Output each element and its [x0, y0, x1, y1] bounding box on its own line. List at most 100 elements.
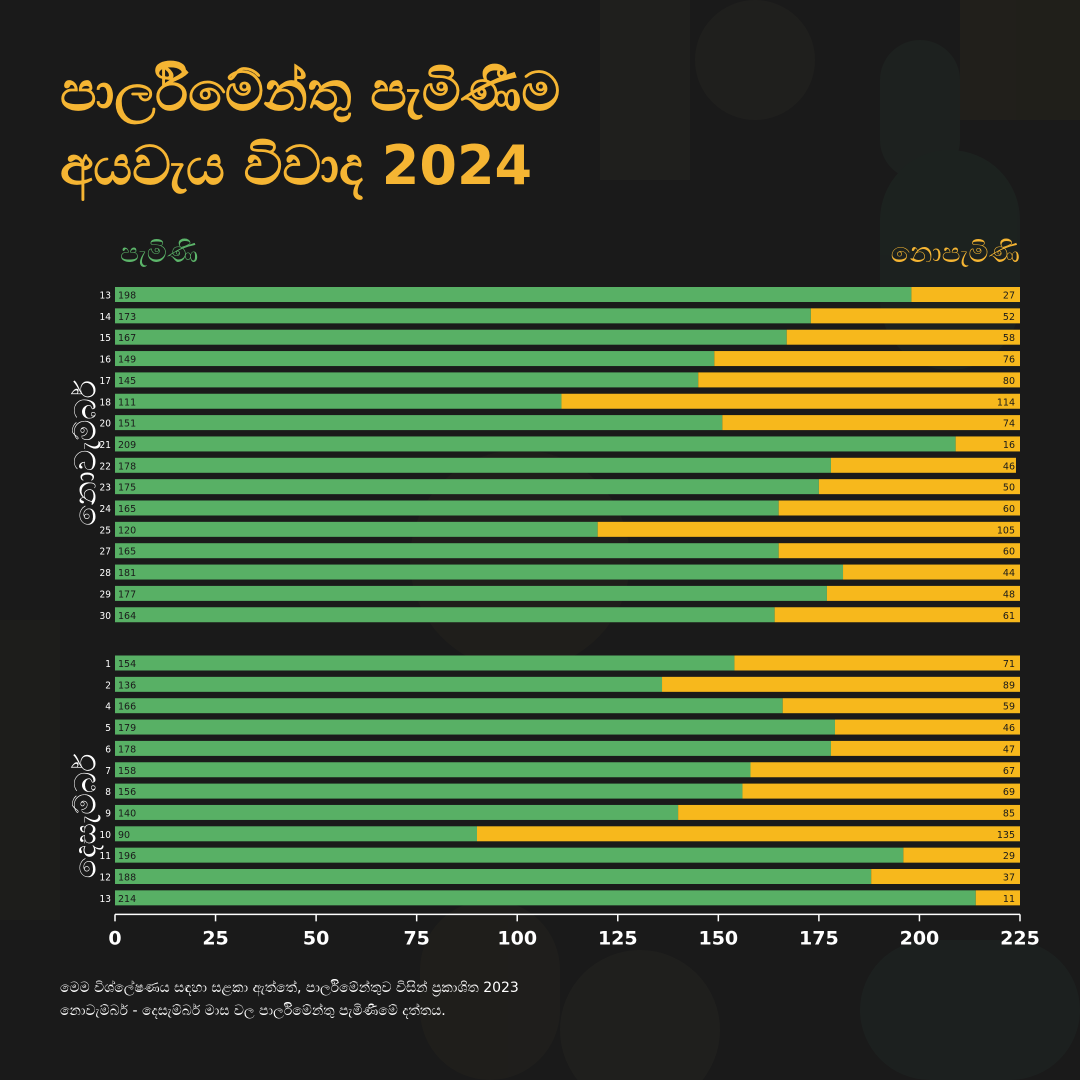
data-label-absent: 85 — [1003, 808, 1015, 819]
data-label-absent: 59 — [1003, 702, 1015, 713]
x-tick-label: 175 — [799, 927, 839, 949]
data-label-present: 178 — [118, 744, 136, 755]
data-label-present: 196 — [118, 851, 136, 862]
legend-present-label: පැමිණි — [120, 236, 199, 269]
day-label: 28 — [100, 568, 112, 579]
bar-present — [115, 869, 872, 884]
bar-absent — [778, 500, 1020, 516]
data-label-present: 173 — [118, 312, 136, 323]
bar-present — [115, 543, 779, 559]
data-label-present: 164 — [118, 611, 136, 622]
data-label-absent: 11 — [1003, 894, 1015, 905]
data-label-absent: 67 — [1003, 766, 1015, 777]
day-label: 14 — [100, 312, 112, 323]
bar-absent — [786, 329, 1020, 345]
data-label-absent: 80 — [1003, 376, 1015, 387]
bar-present — [115, 308, 811, 324]
data-label-absent: 46 — [1003, 723, 1015, 734]
day-label: 5 — [105, 723, 111, 734]
bar-present — [115, 351, 715, 367]
data-label-present: 209 — [118, 440, 136, 451]
bar-absent — [955, 436, 1020, 452]
day-label: 2 — [105, 680, 111, 691]
day-label: 16 — [100, 355, 112, 366]
bar-present — [115, 436, 956, 452]
legend-absent-label: නොපැමිණි — [890, 236, 1020, 269]
data-label-absent: 60 — [1003, 547, 1015, 558]
bar-present — [115, 585, 827, 601]
bar-present — [115, 698, 783, 714]
data-label-absent: 60 — [1003, 504, 1015, 515]
chart-title-line1: පාර්ලිමේන්තු පැමිණීම — [60, 60, 561, 123]
data-label-absent: 50 — [1003, 483, 1015, 494]
day-label: 13 — [100, 291, 111, 302]
data-label-absent: 69 — [1003, 787, 1015, 798]
bar-absent — [826, 585, 1020, 601]
data-label-absent: 16 — [1003, 440, 1015, 451]
day-label: 10 — [100, 830, 112, 841]
x-tick-label: 100 — [497, 927, 537, 949]
data-label-present: 178 — [118, 461, 136, 472]
x-tick-label: 50 — [303, 927, 329, 949]
x-tick-label: 125 — [598, 927, 638, 949]
bar-present — [115, 607, 775, 623]
footnote-line1: මෙම විශ්ලේෂණය සඳහා සළකා ඇත්තේ, පාර්ලිමේන… — [60, 980, 519, 996]
x-tick-label: 200 — [900, 927, 940, 949]
bar-absent — [818, 479, 1020, 495]
bar-present — [115, 393, 562, 409]
bar-present — [115, 847, 904, 863]
data-label-absent: 47 — [1003, 744, 1015, 755]
data-label-absent: 46 — [1003, 461, 1015, 472]
bar-present — [115, 783, 743, 799]
footnote: මෙම විශ්ලේෂණය සඳහා සළකා ඇත්තේ, පාර්ලිමේන… — [60, 977, 1020, 1023]
day-label: 27 — [100, 547, 111, 558]
bar-absent — [662, 676, 1020, 692]
data-label-present: 154 — [118, 659, 136, 670]
x-tick-label: 75 — [403, 927, 429, 949]
bar-absent — [911, 287, 1020, 302]
bar-present — [115, 804, 679, 820]
bar-present — [115, 415, 723, 431]
bar-absent — [742, 783, 1020, 799]
bar-absent — [830, 740, 1020, 756]
bar-absent — [477, 826, 1020, 842]
bar-absent — [903, 847, 1020, 863]
x-tick-label: 150 — [698, 927, 738, 949]
data-label-absent: 29 — [1003, 851, 1015, 862]
x-tick-label: 0 — [108, 927, 121, 949]
data-label-present: 188 — [118, 873, 136, 884]
data-label-present: 181 — [118, 568, 136, 579]
bar-absent — [782, 698, 1020, 714]
bar-absent — [975, 890, 1020, 906]
bar-absent — [714, 351, 1020, 367]
bar-absent — [678, 804, 1020, 820]
bar-present — [115, 655, 735, 671]
data-label-absent: 58 — [1003, 333, 1015, 344]
day-label: 13 — [100, 894, 111, 905]
data-label-absent: 37 — [1003, 873, 1015, 884]
bar-present — [115, 479, 819, 495]
data-label-present: 175 — [118, 483, 136, 494]
data-label-present: 111 — [118, 397, 136, 408]
bar-present — [115, 564, 844, 580]
day-label: 7 — [105, 766, 111, 777]
bar-present — [115, 890, 976, 906]
data-label-present: 158 — [118, 766, 136, 777]
bar-absent — [722, 415, 1020, 431]
bar-present — [115, 521, 598, 537]
day-label: 8 — [105, 787, 111, 798]
day-label: 22 — [100, 461, 111, 472]
bar-absent — [750, 762, 1020, 778]
bar-present — [115, 826, 477, 842]
day-label: 4 — [105, 702, 111, 713]
bar-absent — [778, 543, 1020, 559]
data-label-present: 140 — [118, 808, 136, 819]
bar-present — [115, 457, 831, 473]
data-label-absent: 27 — [1003, 291, 1015, 302]
data-label-present: 177 — [118, 589, 136, 600]
data-label-present: 167 — [118, 333, 136, 344]
day-label: 15 — [100, 333, 111, 344]
data-label-present: 151 — [118, 419, 136, 430]
footnote-line2: නොවැම්බර් - දෙසැම්බර් මාස වල පාර්ලිමේන්ත… — [60, 1003, 446, 1019]
